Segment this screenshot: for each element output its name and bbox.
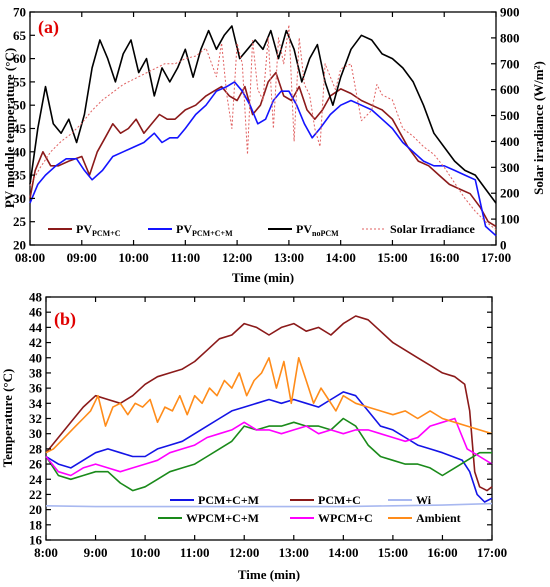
x-tick-label: 11:00 [171, 250, 201, 265]
legend-label-main: PV [76, 222, 92, 236]
panel-b-ylabel: Temperature (°C) [0, 369, 15, 468]
series-line-pcm-c-m [45, 391, 493, 503]
panel-a-legend: PVPCM+C PVPCM+C+M PVnoPCM Solar Irradiance [48, 222, 475, 238]
legend-label-ambient: Ambient [416, 511, 461, 525]
legend-label-solar-irradiance: Solar Irradiance [390, 222, 475, 236]
panel-a-ylabel: PV module temperature (°C) [2, 48, 17, 208]
legend-label-wpcm-c: WPCM+C [318, 511, 373, 525]
legend-label-pv-pcm-c-m: PVPCM+C+M [176, 222, 233, 238]
panel-b-xlabel: Time (min) [238, 567, 300, 582]
legend-label-main: PV [296, 222, 312, 236]
y2-tick-label: 800 [500, 30, 520, 45]
panel-a: 08:00 09:00 10:00 11:00 12:00 13:00 14:00 15:00… [2, 5, 546, 286]
legend-label-pv-pcm-c: PVPCM+C [76, 222, 121, 238]
legend-label-sub: PCM+C [92, 229, 121, 238]
y-tick-label: 18 [29, 517, 43, 532]
y-tick-label: 16 [29, 533, 43, 548]
y-tick-label: 40 [29, 350, 42, 365]
x-tick-label: 14:00 [328, 545, 358, 560]
legend-label-wi: Wi [416, 493, 432, 507]
panel-a-frame [29, 11, 497, 246]
panel-b-tag: (b) [54, 309, 76, 330]
panel-b-axes: 8:00 9:00 10:00 11:00 12:00 13:00 14:00 15:00 16… [29, 290, 507, 561]
y2-tick-label: 900 [500, 5, 520, 20]
y-tick-label: 32 [29, 411, 42, 426]
x-tick-label: 16:00 [429, 250, 459, 265]
y-tick-label: 34 [29, 396, 43, 411]
legend-label-sub: noPCM [312, 229, 339, 238]
legend-label-main: PV [176, 222, 192, 236]
y-tick-label: 44 [29, 320, 43, 335]
x-tick-label: 15:00 [378, 545, 408, 560]
panel-a-y2label: Solar irradiance (W/m²) [531, 61, 546, 195]
x-tick-label: 14:00 [325, 250, 355, 265]
series-line-pv-pcm-c-m [29, 81, 497, 237]
y-tick-label: 46 [29, 305, 43, 320]
series-line-pv-nopcm [29, 25, 497, 204]
y-tick-label: 35 [13, 168, 27, 183]
y2-tick-label: 100 [500, 212, 520, 227]
series-line-wi [45, 502, 493, 508]
panel-a-xlabel: Time (min) [232, 270, 294, 285]
x-tick-label: 08:00 [15, 250, 45, 265]
y-tick-label: 48 [29, 290, 43, 305]
x-tick-label: 12:00 [229, 545, 259, 560]
y-tick-label: 45 [13, 121, 27, 136]
y-tick-label: 36 [29, 381, 43, 396]
x-tick-label: 15:00 [377, 250, 407, 265]
panel-a-series [29, 24, 497, 237]
x-tick-label: 13:00 [274, 250, 304, 265]
x-tick-label: 17:00 [481, 250, 511, 265]
y-tick-label: 24 [29, 472, 43, 487]
y-tick-label: 40 [13, 144, 26, 159]
panel-b-legend: PCM+C+M PCM+C Wi WPCM+C+M WPCM+C Ambient [158, 493, 461, 525]
y-tick-label: 50 [13, 98, 26, 113]
x-tick-label: 13:00 [279, 545, 309, 560]
x-tick-label: 16:00 [427, 545, 457, 560]
x-tick-label: 17:00 [477, 545, 507, 560]
x-tick-label: 10:00 [118, 250, 148, 265]
legend-label-wpcm-c-m: WPCM+C+M [186, 511, 259, 525]
x-tick-label: 10:00 [130, 545, 160, 560]
y-tick-label: 30 [29, 426, 42, 441]
series-line-ambient [45, 356, 493, 454]
y-tick-label: 42 [29, 335, 42, 350]
panel-b: 8:00 9:00 10:00 11:00 12:00 13:00 14:00 15:00 16… [0, 290, 507, 583]
y-tick-label: 30 [13, 191, 26, 206]
series-line-wpcm-c-m [45, 417, 492, 492]
y-tick-label: 26 [29, 457, 43, 472]
x-tick-label: 9:00 [84, 545, 108, 560]
panel-a-axes: 08:00 09:00 10:00 11:00 12:00 13:00 14:00 15:00… [13, 5, 520, 266]
x-tick-label: 8:00 [34, 545, 58, 560]
y2-tick-label: 700 [500, 56, 520, 71]
y-tick-label: 22 [29, 487, 42, 502]
x-tick-label: 12:00 [222, 250, 252, 265]
y-tick-label: 55 [13, 74, 27, 89]
legend-label-sub: PCM+C+M [192, 229, 233, 238]
y-tick-label: 25 [13, 214, 27, 229]
y2-tick-label: 0 [500, 238, 507, 253]
y-tick-label: 38 [29, 365, 43, 380]
x-tick-label: 09:00 [67, 250, 97, 265]
y-tick-label: 28 [29, 441, 43, 456]
legend-label-pcm-c-m: PCM+C+M [198, 493, 259, 507]
y2-tick-label: 400 [500, 134, 520, 149]
x-tick-label: 11:00 [180, 545, 210, 560]
panel-a-tag: (a) [38, 17, 59, 38]
series-line-wpcm-c [45, 417, 493, 477]
panel-b-series [45, 315, 493, 508]
y-tick-label: 20 [13, 238, 26, 253]
y-tick-label: 70 [13, 5, 26, 20]
y2-tick-label: 300 [500, 160, 520, 175]
y2-tick-label: 600 [500, 82, 520, 97]
y2-tick-label: 200 [500, 186, 520, 201]
legend-label-pcm-c: PCM+C [318, 493, 361, 507]
y2-tick-label: 500 [500, 108, 520, 123]
y-tick-label: 65 [13, 28, 27, 43]
series-line-pcm-c [45, 315, 493, 492]
legend-label-pv-nopcm: PVnoPCM [296, 222, 339, 238]
y-tick-label: 20 [29, 502, 42, 517]
y-tick-label: 60 [13, 51, 26, 66]
